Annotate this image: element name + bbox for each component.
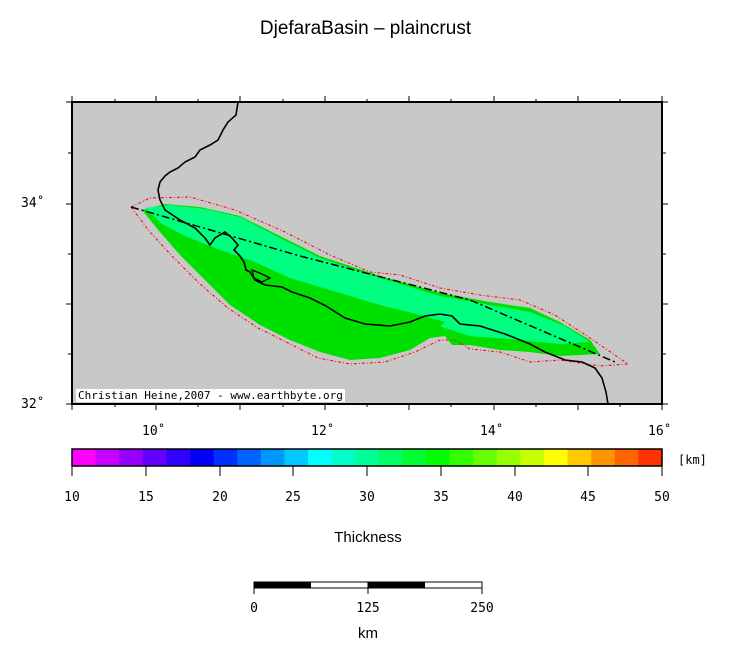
colorbar bbox=[72, 449, 663, 466]
y-tick-label-32: 32˚ bbox=[21, 397, 45, 412]
colorbar-segment bbox=[591, 449, 616, 466]
colorbar-segment bbox=[119, 449, 144, 466]
colorbar-segment bbox=[378, 449, 403, 466]
colorbar-tick-15: 15 bbox=[138, 490, 154, 505]
scalebar-tick-0: 0 bbox=[250, 601, 258, 616]
colorbar-segment bbox=[260, 449, 285, 466]
colorbar-segment bbox=[190, 449, 215, 466]
colorbar-tick-20: 20 bbox=[212, 490, 228, 505]
colorbar-tick-35: 35 bbox=[433, 490, 449, 505]
colorbar-tick-45: 45 bbox=[580, 490, 596, 505]
island bbox=[250, 268, 272, 283]
scalebar-tick-125: 125 bbox=[356, 601, 380, 616]
scalebar-tick-250: 250 bbox=[470, 601, 494, 616]
coastline bbox=[157, 101, 609, 405]
colorbar-segment bbox=[402, 449, 427, 466]
colorbar-tick-10: 10 bbox=[64, 490, 80, 505]
colorbar-segment bbox=[567, 449, 592, 466]
colorbar-segment bbox=[355, 449, 380, 466]
profile-line bbox=[130, 206, 616, 363]
colorbar-segment bbox=[449, 449, 474, 466]
colorbar-segment bbox=[166, 449, 191, 466]
colorbar-tick-30: 30 bbox=[359, 490, 375, 505]
x-tick-marks bbox=[71, 96, 663, 410]
scalebar-unit: km bbox=[358, 625, 378, 642]
colorbar-label: Thickness bbox=[334, 529, 402, 546]
colorbar-segment bbox=[72, 449, 97, 466]
x-tick-label-10: 10˚ bbox=[142, 424, 166, 439]
x-tick-label-12: 12˚ bbox=[311, 424, 335, 439]
colorbar-segment bbox=[496, 449, 521, 466]
colorbar-segment bbox=[473, 449, 498, 466]
colorbar-segment bbox=[95, 449, 120, 466]
colorbar-segment bbox=[638, 449, 663, 466]
colorbar-segment bbox=[308, 449, 333, 466]
y-tick-marks bbox=[66, 101, 668, 405]
colorbar-segment bbox=[284, 449, 309, 466]
colorbar-unit: [km] bbox=[678, 453, 707, 467]
colorbar-segment bbox=[426, 449, 451, 466]
x-tick-label-14: 14˚ bbox=[480, 424, 504, 439]
y-tick-label-34: 34˚ bbox=[21, 196, 45, 211]
colorbar-segment bbox=[237, 449, 262, 466]
credit-text: Christian Heine,2007 - www.earthbyte.org bbox=[76, 389, 345, 402]
colorbar-segment bbox=[142, 449, 167, 466]
colorbar-tick-50: 50 bbox=[654, 490, 670, 505]
colorbar-segment bbox=[213, 449, 238, 466]
colorbar-tick-40: 40 bbox=[507, 490, 523, 505]
colorbar-tick-marks bbox=[71, 466, 663, 476]
map-title: DjefaraBasin – plaincrust bbox=[259, 18, 472, 39]
colorbar-tick-25: 25 bbox=[285, 490, 301, 505]
x-tick-label-16: 16˚ bbox=[648, 424, 672, 439]
scale-bar bbox=[253, 581, 483, 594]
colorbar-segment bbox=[614, 449, 639, 466]
colorbar-segment bbox=[331, 449, 356, 466]
colorbar-segment bbox=[544, 449, 569, 466]
colorbar-segment bbox=[520, 449, 545, 466]
